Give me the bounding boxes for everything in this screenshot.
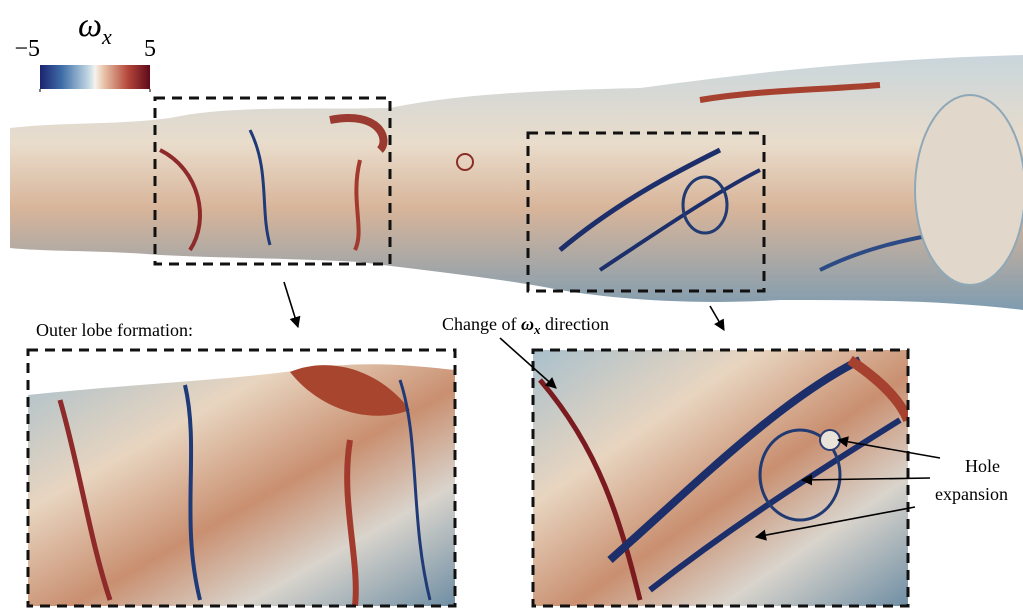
arrow xyxy=(709,305,725,331)
zoom-frame xyxy=(26,348,457,608)
jet-surface xyxy=(10,55,1023,310)
arrow xyxy=(754,506,916,541)
zoom-panel xyxy=(533,350,908,606)
colorbar-tick-label: 5 xyxy=(144,36,156,62)
zoom-box xyxy=(153,96,392,266)
annotation: Change of ωx direction xyxy=(442,314,609,338)
arrow xyxy=(499,337,557,389)
annotation: Outer lobe formation: xyxy=(36,320,193,340)
colorbar-gradient xyxy=(40,65,150,89)
annotation: expansion xyxy=(935,484,1008,504)
arrow xyxy=(836,436,941,459)
colorbar-title: ωx xyxy=(78,7,112,49)
annotation: Hole xyxy=(965,456,1000,476)
zoom-panel xyxy=(28,350,455,606)
arrow xyxy=(800,474,931,486)
arrow xyxy=(283,281,301,329)
colorbar: ωx −5 5 xyxy=(14,7,156,92)
zoom-box xyxy=(526,131,766,293)
colorbar-tick-label: −5 xyxy=(14,36,40,62)
